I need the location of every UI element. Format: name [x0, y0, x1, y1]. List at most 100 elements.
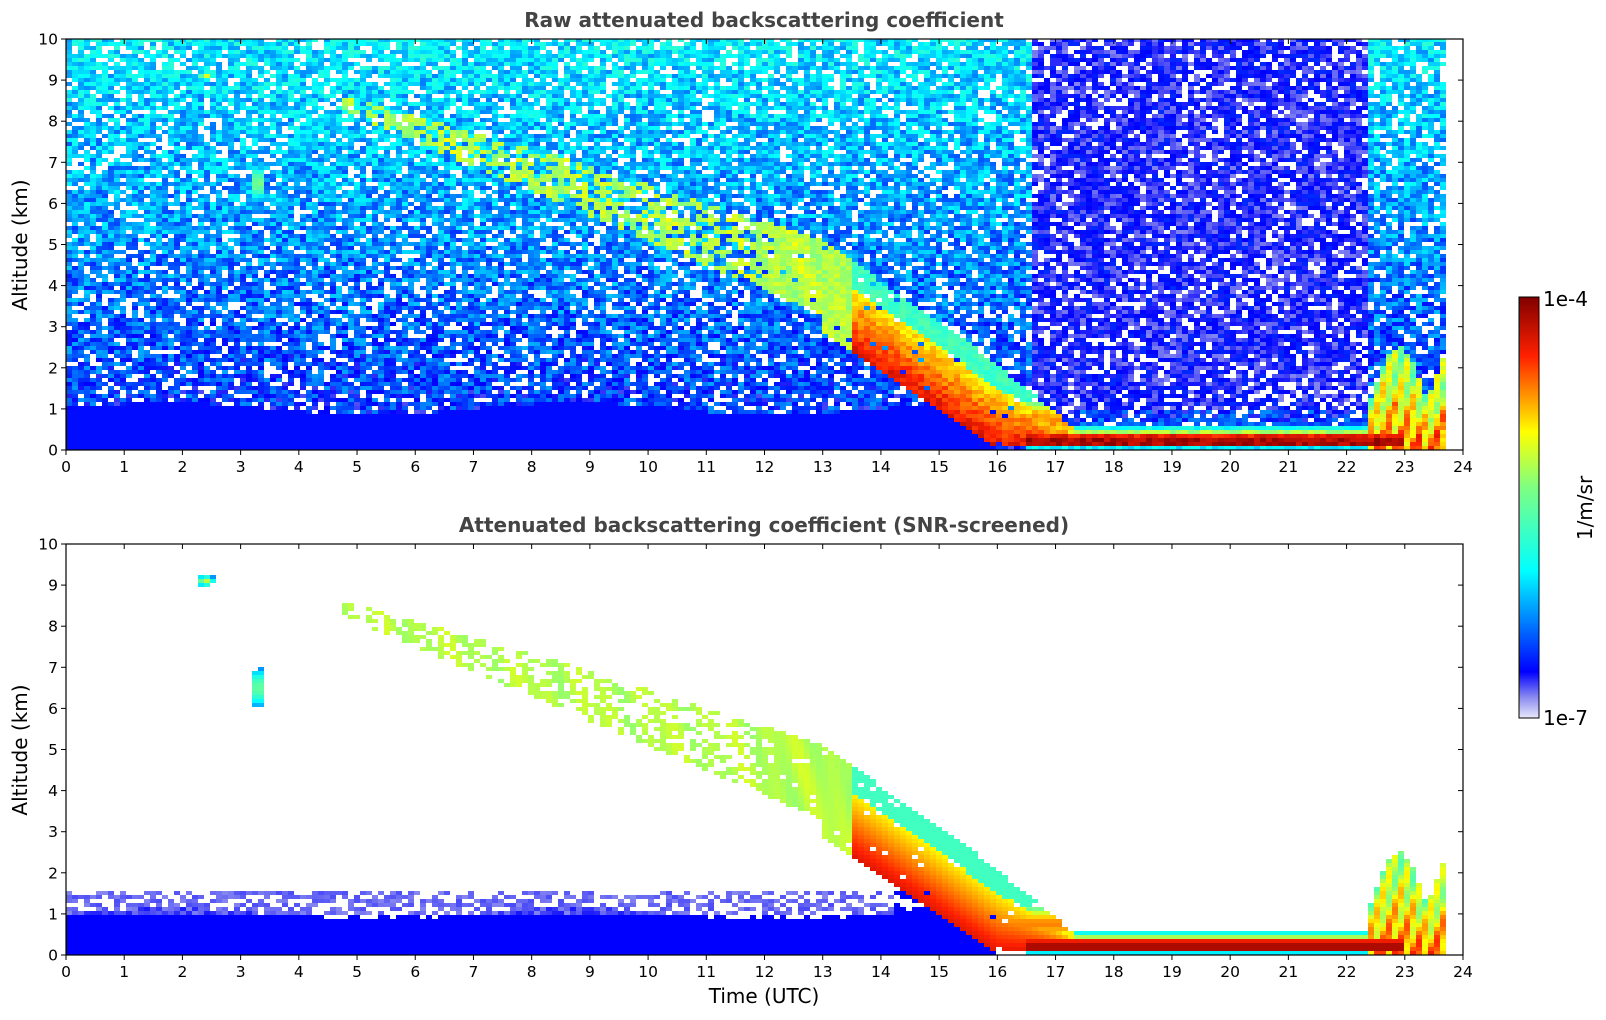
heatmap-cell: [390, 446, 396, 450]
heatmap-cell: [294, 322, 300, 326]
heatmap-cell: [402, 322, 408, 326]
heatmap-cell: [300, 150, 306, 154]
heatmap-cell: [234, 126, 240, 130]
heatmap-cell: [354, 134, 360, 138]
heatmap-cell: [216, 70, 222, 74]
heatmap-cell: [102, 134, 108, 138]
heatmap-cell: [258, 122, 264, 126]
heatmap-cell: [378, 114, 384, 118]
heatmap-cell: [90, 418, 96, 422]
heatmap-cell: [228, 186, 234, 190]
heatmap-cell: [138, 154, 144, 158]
heatmap-cell: [342, 414, 348, 418]
heatmap-cell: [300, 62, 306, 66]
heatmap-cell: [180, 234, 186, 238]
heatmap-cell: [84, 82, 90, 86]
heatmap-cell: [126, 166, 132, 170]
heatmap-cell: [372, 330, 378, 334]
heatmap-cell: [156, 386, 162, 390]
heatmap-cell: [186, 126, 192, 130]
heatmap-cell: [192, 198, 198, 202]
heatmap-cell: [384, 170, 390, 174]
heatmap-cell: [210, 318, 216, 322]
heatmap-cell: [312, 386, 318, 390]
heatmap-cell: [234, 46, 240, 50]
heatmap-cell: [306, 326, 312, 330]
heatmap-cell: [318, 142, 324, 146]
heatmap-cell: [174, 39, 180, 42]
heatmap-cell: [222, 414, 228, 418]
heatmap-cell: [354, 90, 360, 94]
heatmap-cell: [186, 142, 192, 146]
heatmap-cell: [162, 390, 168, 394]
heatmap-cell: [270, 178, 276, 182]
heatmap-cell: [384, 254, 390, 258]
heatmap-cell: [180, 314, 186, 318]
heatmap-cell: [396, 282, 402, 286]
heatmap-cell: [156, 302, 162, 306]
heatmap-cell: [246, 54, 252, 58]
heatmap-cell: [102, 190, 108, 194]
heatmap-cell: [216, 134, 222, 138]
heatmap-cell: [300, 374, 306, 378]
heatmap-cell: [288, 318, 294, 322]
heatmap-cell: [192, 146, 198, 150]
heatmap-cell: [216, 314, 222, 318]
heatmap-cell: [132, 282, 138, 286]
heatmap-cell: [258, 286, 264, 290]
heatmap-cell: [234, 50, 240, 54]
heatmap-cell: [132, 50, 138, 54]
heatmap-cell: [102, 198, 108, 202]
heatmap-cell: [360, 366, 366, 370]
heatmap-cell: [324, 258, 330, 262]
heatmap-cell: [276, 102, 282, 106]
heatmap-cell: [192, 314, 198, 318]
heatmap-cell: [390, 146, 396, 150]
heatmap-cell: [210, 306, 216, 310]
heatmap-cell: [156, 246, 162, 250]
heatmap-cell: [150, 330, 156, 334]
heatmap-cell: [228, 102, 234, 106]
heatmap-cell: [108, 242, 114, 246]
heatmap-cell: [102, 122, 108, 126]
heatmap-cell: [246, 50, 252, 54]
heatmap-cell: [138, 426, 144, 430]
heatmap-cell: [144, 206, 150, 210]
heatmap-cell: [336, 110, 342, 114]
heatmap-cell: [168, 254, 174, 258]
heatmap-cell: [372, 290, 378, 294]
heatmap-cell: [240, 374, 246, 378]
heatmap-cell: [222, 342, 228, 346]
heatmap-cell: [186, 430, 192, 434]
heatmap-cell: [234, 178, 240, 182]
heatmap-cell: [108, 162, 114, 166]
heatmap-cell: [348, 110, 354, 114]
heatmap-cell: [276, 110, 282, 114]
heatmap-cell: [96, 318, 102, 322]
heatmap-cell: [258, 106, 264, 110]
heatmap-cell: [168, 194, 174, 198]
heatmap-cell: [156, 338, 162, 342]
heatmap-cell: [288, 134, 294, 138]
heatmap-cell: [324, 446, 330, 450]
heatmap-cell: [108, 54, 114, 58]
heatmap-cell: [72, 410, 78, 414]
heatmap-cell: [210, 182, 216, 186]
heatmap-cell: [174, 406, 180, 410]
heatmap-cell: [306, 442, 312, 446]
heatmap-cell: [162, 438, 168, 442]
heatmap-cell: [342, 194, 348, 198]
heatmap-cell: [342, 222, 348, 226]
heatmap-cell: [240, 274, 246, 278]
heatmap-cell: [228, 42, 234, 46]
heatmap-cell: [132, 314, 138, 318]
heatmap-cell: [264, 442, 270, 446]
heatmap-cell: [360, 246, 366, 250]
heatmap-cell: [264, 94, 270, 98]
heatmap-cell: [102, 422, 108, 426]
heatmap-cell: [246, 442, 252, 446]
heatmap-cell: [384, 442, 390, 446]
heatmap-cell: [102, 54, 108, 58]
heatmap-cell: [72, 42, 78, 46]
heatmap-cell: [72, 94, 78, 98]
